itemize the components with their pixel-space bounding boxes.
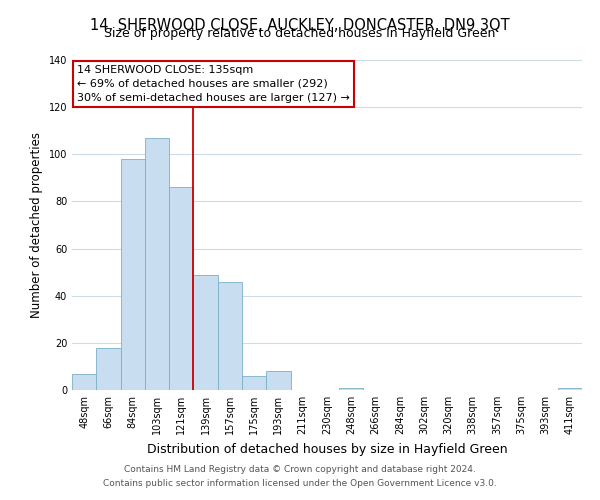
- Text: Contains HM Land Registry data © Crown copyright and database right 2024.
Contai: Contains HM Land Registry data © Crown c…: [103, 466, 497, 487]
- Bar: [169, 188, 193, 390]
- Bar: [339, 388, 364, 390]
- Y-axis label: Number of detached properties: Number of detached properties: [30, 132, 43, 318]
- Text: Size of property relative to detached houses in Hayfield Green: Size of property relative to detached ho…: [104, 28, 496, 40]
- Bar: [242, 376, 266, 390]
- Bar: [96, 348, 121, 390]
- X-axis label: Distribution of detached houses by size in Hayfield Green: Distribution of detached houses by size …: [146, 442, 508, 456]
- Bar: [145, 138, 169, 390]
- Bar: [218, 282, 242, 390]
- Text: 14 SHERWOOD CLOSE: 135sqm
← 69% of detached houses are smaller (292)
30% of semi: 14 SHERWOOD CLOSE: 135sqm ← 69% of detac…: [77, 65, 350, 103]
- Bar: [558, 388, 582, 390]
- Bar: [72, 374, 96, 390]
- Bar: [266, 371, 290, 390]
- Bar: [193, 274, 218, 390]
- Text: 14, SHERWOOD CLOSE, AUCKLEY, DONCASTER, DN9 3QT: 14, SHERWOOD CLOSE, AUCKLEY, DONCASTER, …: [90, 18, 510, 32]
- Bar: [121, 159, 145, 390]
